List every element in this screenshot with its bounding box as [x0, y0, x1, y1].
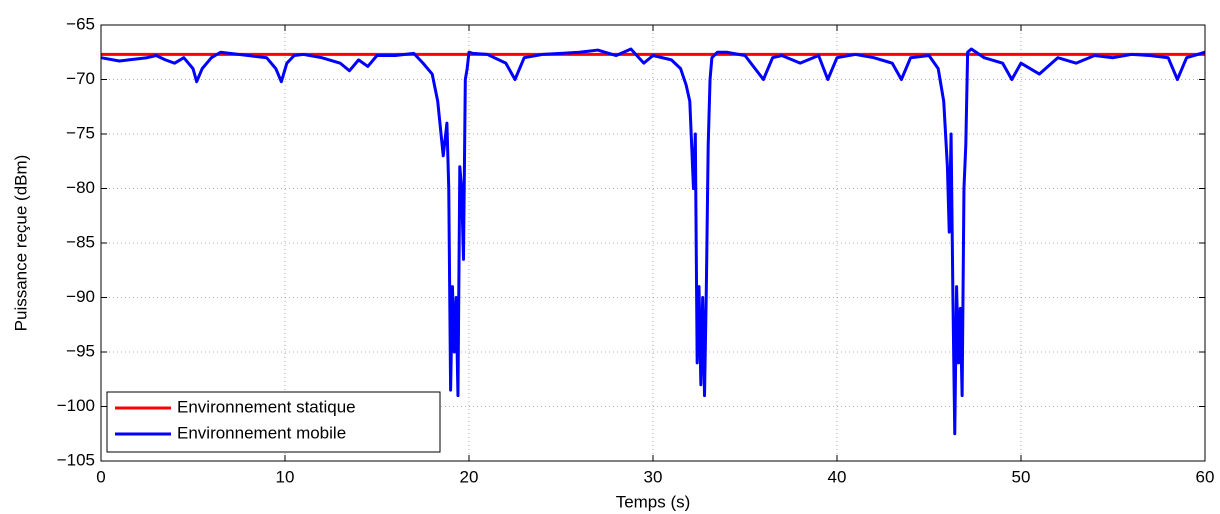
x-tick-label: 30 [644, 467, 663, 486]
y-tick-label: −70 [66, 69, 95, 88]
y-tick-label: −65 [66, 14, 95, 33]
x-tick-label: 10 [276, 467, 295, 486]
y-tick-label: −100 [57, 396, 95, 415]
x-axis-label: Temps (s) [616, 492, 691, 511]
x-tick-label: 60 [1196, 467, 1215, 486]
y-tick-label: −80 [66, 178, 95, 197]
x-tick-label: 0 [96, 467, 105, 486]
y-tick-label: −105 [57, 450, 95, 469]
legend-label: Environnement mobile [177, 423, 346, 442]
x-tick-label: 50 [1012, 467, 1031, 486]
x-tick-label: 40 [828, 467, 847, 486]
y-tick-label: −95 [66, 341, 95, 360]
y-axis-label: Puissance reçue (dBm) [11, 155, 30, 332]
y-tick-label: −85 [66, 232, 95, 251]
x-tick-label: 20 [460, 467, 479, 486]
legend-box [106, 391, 441, 453]
plot-frame [100, 24, 1206, 462]
y-tick-label: −75 [66, 123, 95, 142]
legend-label: Environnement statique [177, 397, 356, 416]
series-line [100, 47, 1206, 436]
y-tick-label: −90 [66, 287, 95, 306]
